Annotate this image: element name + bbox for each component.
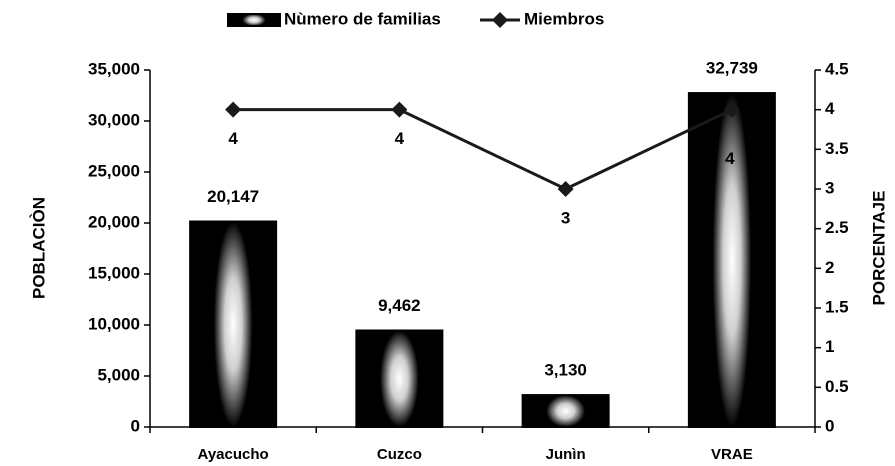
- line-marker: [225, 101, 242, 118]
- bar-value-label: 9,462: [378, 296, 421, 315]
- y2-tick-label: 4.5: [825, 59, 849, 78]
- bar: [189, 220, 278, 428]
- x-tick-label: Cuzco: [377, 446, 422, 463]
- legend-label: Nùmero de familias: [284, 9, 441, 28]
- line-value-label: 4: [395, 129, 405, 148]
- bar: [355, 329, 444, 429]
- y2-tick-label: 1: [825, 337, 834, 356]
- y-tick-label: 5,000: [97, 365, 140, 384]
- bar-value-label: 32,739: [706, 59, 758, 78]
- y2-tick-label: 2.5: [825, 218, 849, 237]
- y-tick-label: 15,000: [88, 263, 140, 282]
- y2-tick-label: 2: [825, 258, 834, 277]
- y-tick-label: 0: [131, 416, 140, 435]
- y-tick-label: 35,000: [88, 59, 140, 78]
- y2-tick-label: 3.5: [825, 139, 849, 158]
- line-value-label: 4: [725, 149, 735, 168]
- y2-tick-label: 0.5: [825, 377, 849, 396]
- line-value-label: 4: [228, 129, 238, 148]
- bar: [521, 394, 610, 429]
- bar-value-label: 20,147: [207, 187, 259, 206]
- y-tick-label: 30,000: [88, 110, 140, 129]
- y2-axis-title: PORCENTAJE: [869, 191, 888, 306]
- x-tick-label: Junìn: [546, 446, 586, 463]
- legend-marker: [492, 12, 508, 28]
- y-axis-title: POBLACIÒN: [29, 197, 48, 299]
- y-tick-label: 25,000: [88, 161, 140, 180]
- line-marker: [391, 101, 408, 118]
- y2-tick-label: 3: [825, 178, 834, 197]
- bar-value-label: 3,130: [544, 361, 587, 380]
- line-value-label: 3: [561, 208, 570, 227]
- y2-tick-label: 0: [825, 416, 834, 435]
- x-tick-label: VRAE: [711, 446, 753, 463]
- y-tick-label: 20,000: [88, 212, 140, 231]
- y2-tick-label: 4: [825, 99, 835, 118]
- legend-swatch: [227, 13, 281, 27]
- line-marker: [557, 181, 574, 197]
- line: [233, 108, 733, 191]
- bar: [687, 92, 776, 429]
- y2-tick-label: 1.5: [825, 297, 849, 316]
- line-marker: [723, 101, 740, 118]
- legend-label: Miembros: [524, 9, 604, 28]
- x-tick-label: Ayacucho: [198, 446, 269, 463]
- y-tick-label: 10,000: [88, 314, 140, 333]
